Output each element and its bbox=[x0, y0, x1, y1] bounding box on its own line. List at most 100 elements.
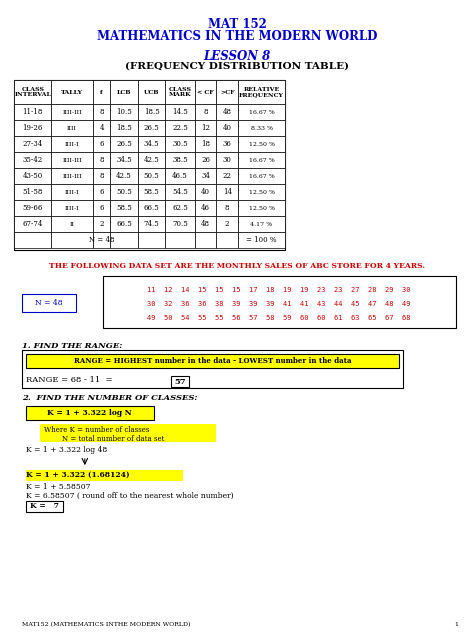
Text: 67-74: 67-74 bbox=[23, 220, 43, 228]
Text: 66.5: 66.5 bbox=[116, 220, 132, 228]
Bar bbox=[165, 80, 195, 104]
Text: 50.5: 50.5 bbox=[144, 172, 159, 180]
Bar bbox=[238, 136, 285, 152]
Bar bbox=[110, 104, 138, 120]
Bar bbox=[165, 216, 195, 232]
Text: 57: 57 bbox=[174, 377, 186, 386]
Bar bbox=[52, 168, 93, 184]
Bar bbox=[110, 80, 138, 104]
Text: 40: 40 bbox=[201, 188, 210, 196]
Text: 58.5: 58.5 bbox=[116, 204, 132, 212]
Text: 74.5: 74.5 bbox=[144, 220, 159, 228]
Bar bbox=[52, 216, 93, 232]
Text: 48: 48 bbox=[223, 108, 232, 116]
Bar bbox=[138, 168, 165, 184]
Bar bbox=[110, 136, 138, 152]
Bar bbox=[217, 120, 238, 136]
Bar bbox=[110, 232, 138, 248]
Bar bbox=[195, 216, 217, 232]
Bar bbox=[93, 216, 110, 232]
Bar bbox=[93, 104, 110, 120]
Bar bbox=[195, 152, 217, 168]
Text: 2.  FIND THE NUMBER OF CLASSES:: 2. FIND THE NUMBER OF CLASSES: bbox=[22, 394, 198, 402]
Text: 4: 4 bbox=[99, 124, 104, 132]
Bar bbox=[195, 232, 217, 248]
Bar bbox=[238, 168, 285, 184]
Text: 11-18: 11-18 bbox=[23, 108, 43, 116]
Text: 34.5: 34.5 bbox=[116, 156, 132, 164]
Bar bbox=[217, 80, 238, 104]
Bar bbox=[195, 168, 217, 184]
Text: CLASS
MARK: CLASS MARK bbox=[169, 87, 191, 97]
Bar bbox=[165, 168, 195, 184]
Bar bbox=[52, 80, 93, 104]
Text: 6: 6 bbox=[99, 204, 104, 212]
Bar bbox=[26, 406, 154, 420]
Bar bbox=[165, 136, 195, 152]
Bar bbox=[165, 232, 195, 248]
Text: K = 6.58507 ( round off to the nearest whole number): K = 6.58507 ( round off to the nearest w… bbox=[26, 492, 234, 500]
Text: 8: 8 bbox=[99, 108, 104, 116]
Text: 18.5: 18.5 bbox=[116, 124, 132, 132]
Text: 42.5: 42.5 bbox=[144, 156, 159, 164]
Bar bbox=[238, 216, 285, 232]
Bar bbox=[138, 80, 165, 104]
Text: LCB: LCB bbox=[117, 90, 131, 95]
Bar bbox=[52, 104, 93, 120]
Text: 26.5: 26.5 bbox=[144, 124, 159, 132]
Text: 27-34: 27-34 bbox=[23, 140, 43, 148]
Bar bbox=[238, 184, 285, 200]
Bar bbox=[195, 200, 217, 216]
Bar bbox=[110, 200, 138, 216]
Bar bbox=[217, 104, 238, 120]
Text: 2: 2 bbox=[225, 220, 229, 228]
Bar bbox=[22, 350, 403, 388]
Text: RANGE = HIGHEST number in the data - LOWEST number in the data: RANGE = HIGHEST number in the data - LOW… bbox=[73, 357, 351, 365]
Text: 34: 34 bbox=[201, 172, 210, 180]
Bar bbox=[52, 120, 93, 136]
Text: MAT 152: MAT 152 bbox=[208, 18, 266, 31]
Text: 36: 36 bbox=[223, 140, 232, 148]
Bar bbox=[138, 184, 165, 200]
Bar bbox=[14, 136, 52, 152]
Text: K = 1 + 5.58507: K = 1 + 5.58507 bbox=[26, 483, 91, 491]
Text: 12.50 %: 12.50 % bbox=[248, 142, 274, 147]
Bar bbox=[110, 184, 138, 200]
Bar bbox=[93, 232, 110, 248]
Text: K =   7: K = 7 bbox=[30, 502, 59, 510]
Text: 12.50 %: 12.50 % bbox=[248, 205, 274, 210]
Text: 11  12  14  15  15  15  17  18  19  19  23  23  27  28  29  30: 11 12 14 15 15 15 17 18 19 19 23 23 27 2… bbox=[147, 287, 411, 293]
Bar bbox=[110, 168, 138, 184]
Text: 50.5: 50.5 bbox=[116, 188, 132, 196]
Text: N = 48: N = 48 bbox=[89, 236, 114, 244]
Text: 1. FIND THE RANGE:: 1. FIND THE RANGE: bbox=[22, 342, 122, 350]
Text: 58.5: 58.5 bbox=[144, 188, 159, 196]
Text: 19-26: 19-26 bbox=[23, 124, 43, 132]
Bar bbox=[52, 232, 93, 248]
Bar bbox=[52, 200, 93, 216]
Bar bbox=[171, 376, 189, 387]
Bar bbox=[138, 200, 165, 216]
Text: IIII-I: IIII-I bbox=[65, 142, 79, 147]
Bar bbox=[138, 136, 165, 152]
Bar bbox=[26, 501, 63, 512]
Text: 8: 8 bbox=[225, 204, 229, 212]
Text: 1: 1 bbox=[454, 622, 458, 627]
Bar bbox=[110, 152, 138, 168]
Bar bbox=[102, 276, 456, 328]
Text: IIII-III: IIII-III bbox=[62, 109, 82, 114]
Bar bbox=[93, 136, 110, 152]
Bar bbox=[217, 200, 238, 216]
Bar bbox=[138, 216, 165, 232]
Text: IIII-I: IIII-I bbox=[65, 190, 79, 195]
Text: 49  50  54  55  55  56  57  58  59  60  60  61  63  65  67  68: 49 50 54 55 55 56 57 58 59 60 60 61 63 6… bbox=[147, 315, 411, 321]
Text: = 100 %: = 100 % bbox=[246, 236, 277, 244]
Text: 6: 6 bbox=[99, 140, 104, 148]
Text: 59-66: 59-66 bbox=[23, 204, 43, 212]
Bar bbox=[165, 184, 195, 200]
Text: 10.5: 10.5 bbox=[116, 108, 132, 116]
Bar bbox=[165, 104, 195, 120]
Text: N = 48: N = 48 bbox=[35, 299, 62, 307]
Text: 12: 12 bbox=[201, 124, 210, 132]
Text: IIII-III: IIII-III bbox=[62, 174, 82, 178]
